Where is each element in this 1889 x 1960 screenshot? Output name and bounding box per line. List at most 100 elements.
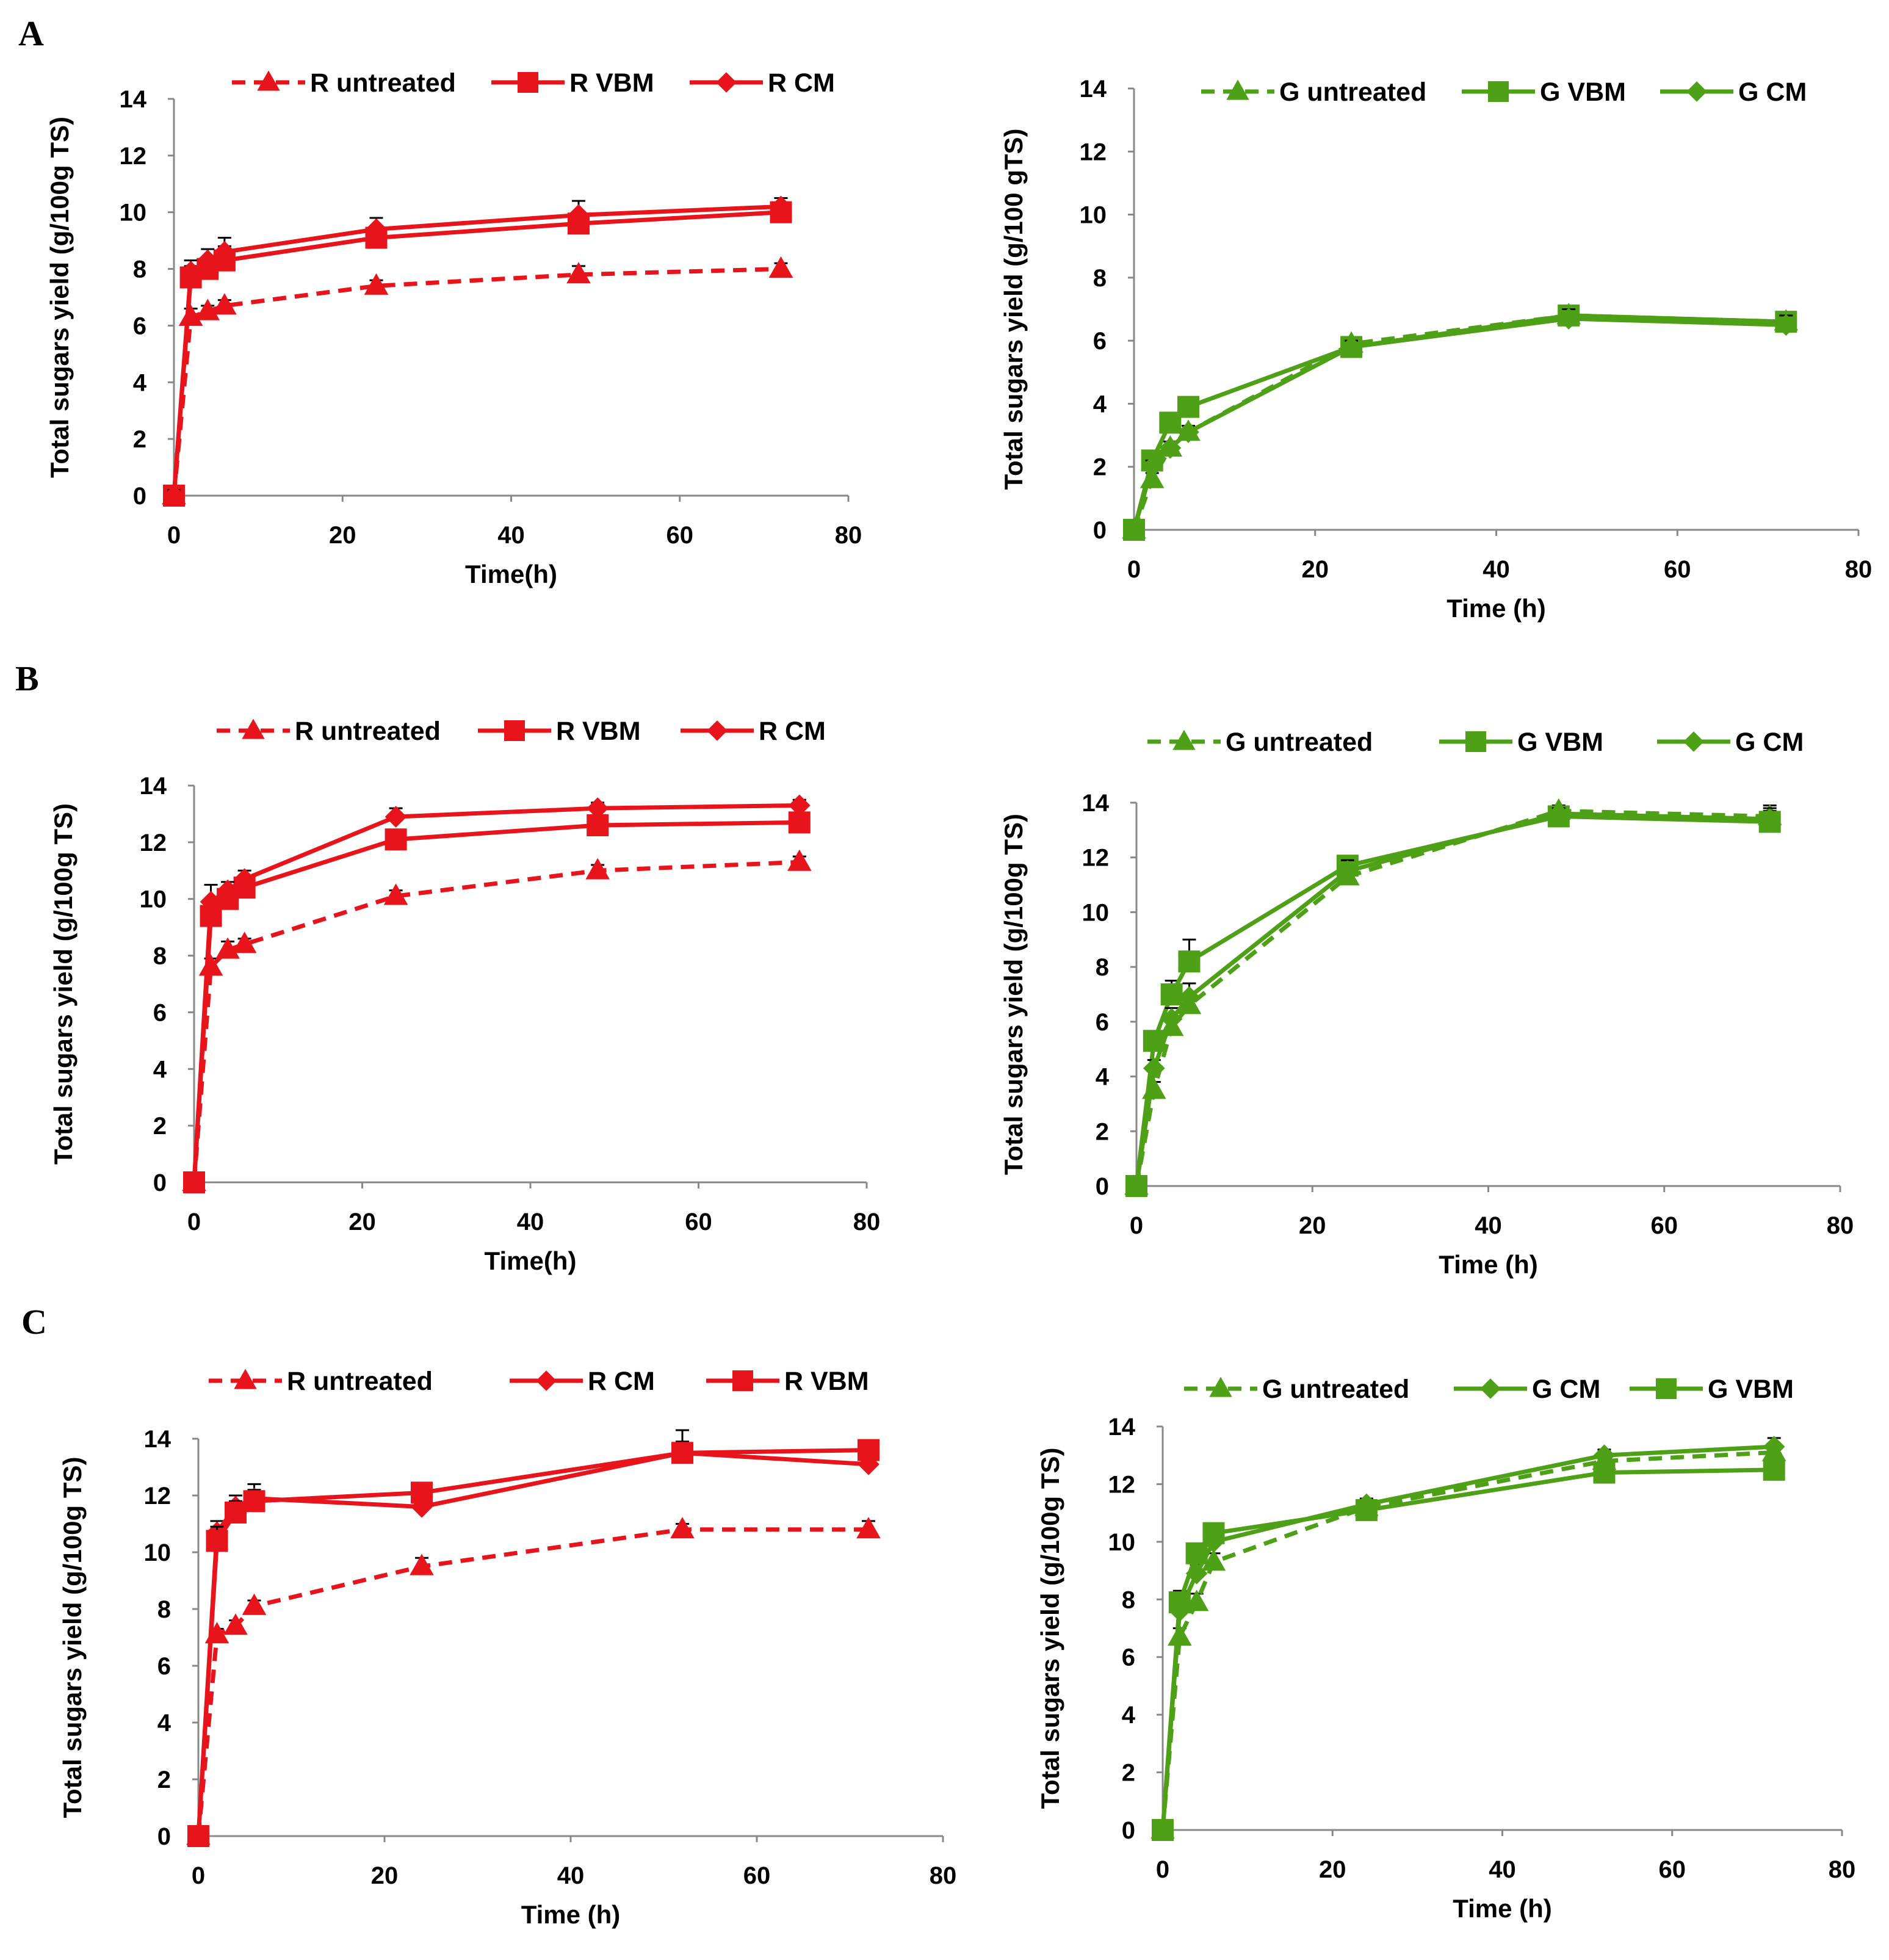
data-point	[770, 195, 792, 218]
series-g-untreated	[1124, 798, 1782, 1195]
y-tick-label: 8	[157, 1596, 171, 1623]
y-tick-label: 2	[1122, 1760, 1135, 1787]
legend-marker	[1209, 1376, 1232, 1397]
y-tick-label: 0	[153, 1170, 167, 1196]
legend-label: G CM	[1735, 728, 1804, 757]
series-line	[192, 803, 800, 1183]
series-line	[1134, 811, 1770, 1187]
chart-b-left: 0 2 4 6 8 10 12 14 0 20 40 60 80 Time(h) Total sugars …	[49, 717, 880, 1275]
data-point	[1152, 1819, 1174, 1841]
x-tick-label: 80	[835, 522, 862, 549]
y-tick-label: 12	[1108, 1471, 1136, 1498]
legend-entry: G untreated	[1201, 78, 1426, 107]
y-tick-label: 14	[1082, 790, 1110, 817]
series-line	[172, 267, 781, 496]
series-r-untreated	[162, 256, 793, 505]
series-g-cm	[1152, 1436, 1785, 1841]
y-axis-title: Total sugars yield (g/100 gTS)	[999, 128, 1028, 490]
y-tick-label: 6	[1122, 1644, 1135, 1671]
y-tick-label: 4	[153, 1056, 167, 1083]
x-axis-title: Time(h)	[465, 560, 557, 588]
x-tick-label: 60	[743, 1862, 771, 1889]
data-point	[1758, 808, 1781, 830]
y-tick-label: 10	[1080, 202, 1107, 229]
legend-label: R CM	[759, 717, 826, 746]
data-point	[1558, 308, 1580, 330]
x-tick-label: 0	[187, 1209, 201, 1235]
y-tick-label: 8	[153, 943, 167, 970]
x-tick-label: 0	[1127, 556, 1141, 583]
series-line	[192, 859, 800, 1183]
y-tick-label: 0	[1096, 1173, 1109, 1200]
series-line	[1132, 316, 1786, 530]
series-line	[192, 820, 800, 1183]
series-line	[172, 204, 781, 496]
data-point	[566, 262, 591, 284]
y-tick-label: 14	[1080, 76, 1107, 103]
y-tick-label: 2	[157, 1767, 171, 1793]
data-point	[179, 261, 202, 283]
data-point	[200, 891, 222, 913]
y-axis-title: Total sugars yield (g/100g TS)	[1036, 1447, 1064, 1809]
series-g-cm	[1125, 803, 1781, 1197]
y-axis-title: Total sugars yield (g/100g TS)	[58, 1456, 87, 1818]
series-line	[1132, 313, 1786, 530]
legend-marker	[504, 720, 525, 741]
data-point	[215, 937, 240, 959]
y-tick-label: 2	[1093, 454, 1107, 481]
x-tick-label: 40	[1475, 1212, 1502, 1239]
x-tick-label: 20	[1302, 556, 1329, 583]
series-r-cm	[163, 195, 792, 507]
data-point	[1123, 519, 1145, 541]
data-point	[385, 806, 407, 828]
data-point	[1160, 1008, 1183, 1030]
data-point	[410, 1553, 434, 1575]
legend-entry: R CM	[681, 717, 826, 746]
y-tick-label: 10	[1108, 1529, 1136, 1556]
y-tick-label: 6	[1093, 328, 1107, 355]
x-tick-label: 60	[666, 522, 694, 549]
panel-letter-a: A	[18, 13, 44, 53]
y-axis-title: Total sugars yield (g/100g TS)	[45, 117, 74, 478]
legend-label: G CM	[1738, 78, 1807, 107]
data-point	[1160, 983, 1183, 1005]
series-g-vbm	[1152, 1458, 1785, 1841]
legend-marker	[1480, 1378, 1501, 1399]
data-point	[183, 1171, 205, 1193]
x-tick-label: 20	[1319, 1856, 1346, 1883]
data-point	[242, 1593, 267, 1615]
data-point	[568, 204, 590, 226]
legend-entry: G VBM	[1439, 728, 1603, 757]
legend-marker	[1172, 729, 1196, 750]
data-point	[1178, 950, 1201, 973]
data-point	[787, 849, 812, 871]
data-point	[232, 931, 257, 953]
y-tick-label: 10	[120, 200, 147, 226]
legend-marker	[518, 72, 538, 93]
data-point	[768, 256, 793, 278]
y-tick-label: 4	[1096, 1064, 1110, 1091]
legend-label: G VBM	[1708, 1375, 1794, 1404]
x-axis-title: Time (h)	[1447, 594, 1546, 623]
data-point	[223, 1613, 248, 1635]
series-line	[1134, 808, 1770, 1187]
legend-entry: G VBM	[1462, 78, 1626, 107]
legend-marker	[716, 72, 737, 93]
series-r-cm	[183, 794, 811, 1193]
legend-label: R VBM	[556, 717, 641, 746]
y-tick-label: 0	[133, 483, 146, 510]
data-point	[858, 1453, 879, 1475]
panel-letter-c: C	[21, 1302, 47, 1342]
legend-marker	[257, 70, 280, 91]
x-tick-label: 20	[371, 1862, 399, 1889]
legend-marker	[536, 1370, 557, 1391]
y-tick-label: 8	[1122, 1586, 1135, 1613]
y-tick-label: 4	[1093, 391, 1107, 418]
data-point	[1340, 336, 1362, 358]
y-tick-label: 14	[1108, 1414, 1136, 1441]
x-tick-label: 0	[1156, 1856, 1169, 1883]
y-axis-title: Total sugars yield (g/100g TS)	[999, 814, 1028, 1175]
data-point	[1202, 1522, 1225, 1544]
data-point	[1763, 1436, 1785, 1458]
data-point	[243, 1490, 265, 1513]
